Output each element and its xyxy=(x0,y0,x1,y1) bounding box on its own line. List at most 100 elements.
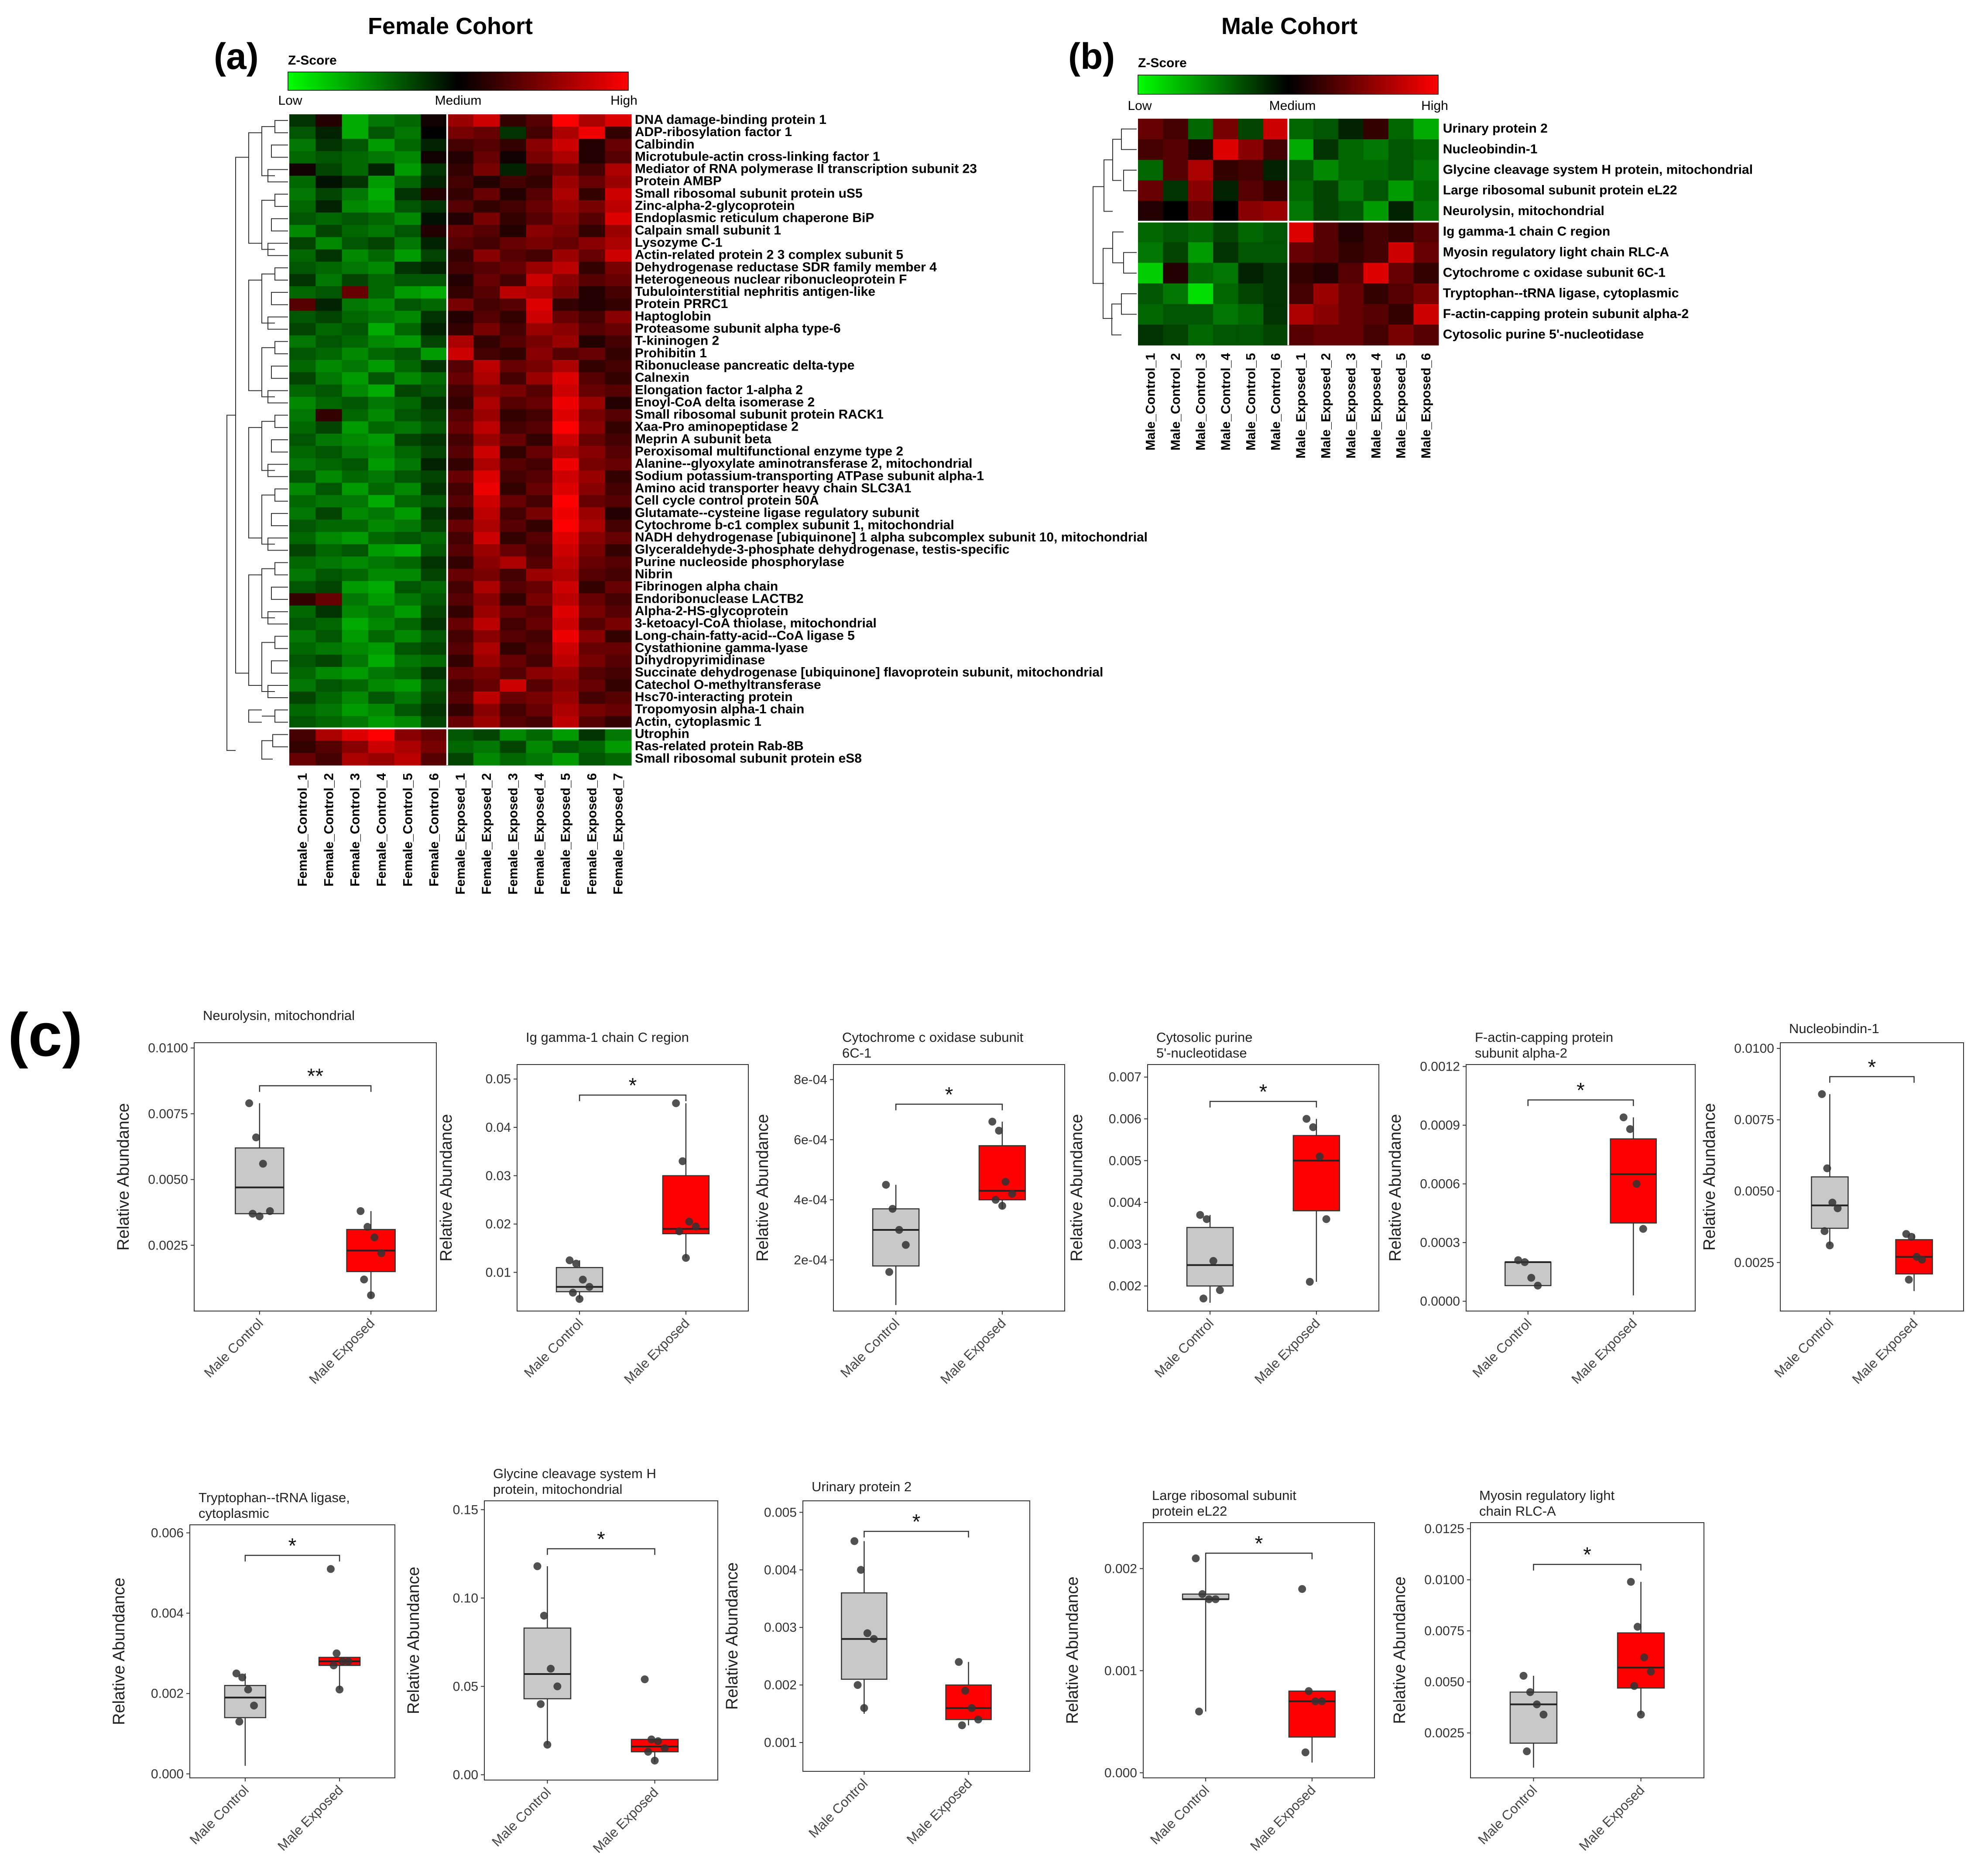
heatmap-a-cell xyxy=(368,495,395,508)
heatmap-a-row-label: Catechol O-methyltransferase xyxy=(635,678,821,692)
heatmap-a-cell xyxy=(447,519,474,532)
significance-bracket xyxy=(244,1554,340,1561)
data-point xyxy=(1523,1747,1531,1756)
heatmap-a-cell xyxy=(342,470,369,483)
heatmap-a-row-label: Zinc-alpha-2-glycoprotein xyxy=(635,199,795,213)
heatmap-b-cell xyxy=(1163,119,1189,140)
panel-a-heatmap: DNA damage-binding protein 1ADP-ribosyla… xyxy=(226,113,1148,894)
data-point xyxy=(958,1721,966,1729)
heatmap-b-cell xyxy=(1313,222,1339,243)
heatmap-a-cell xyxy=(421,372,448,385)
heatmap-a-cell xyxy=(500,667,527,680)
data-point xyxy=(553,1682,562,1691)
heatmap-a-cell xyxy=(447,151,474,164)
heatmap-a-cell xyxy=(447,200,474,213)
heatmap-a-cell xyxy=(421,151,448,164)
heatmap-a-cell xyxy=(579,188,606,201)
heatmap-a-cell xyxy=(605,753,632,766)
heatmap-a-cell xyxy=(526,311,553,324)
heatmap-a-cell xyxy=(500,151,527,164)
heatmap-a-cell xyxy=(315,532,343,544)
heatmap-a-cell xyxy=(526,151,553,164)
heatmap-a-cell xyxy=(447,483,474,496)
heatmap-b-cell xyxy=(1288,325,1314,346)
significance-label: * xyxy=(597,1528,605,1551)
heatmap-a-cell xyxy=(500,335,527,348)
data-point xyxy=(1627,1578,1635,1586)
plot-title: Nucleobindin-1 xyxy=(1789,1021,1879,1036)
heatmap-a-cell xyxy=(315,630,343,643)
heatmap-a-row-label: Xaa-Pro aminopeptidase 2 xyxy=(635,420,799,434)
heatmap-a-cell xyxy=(552,298,579,311)
heatmap-a-cell xyxy=(447,532,474,544)
heatmap-a-cell xyxy=(605,716,632,729)
data-point xyxy=(901,1241,910,1249)
heatmap-a-cell xyxy=(447,556,474,569)
heatmap-a-cell xyxy=(552,188,579,201)
data-point xyxy=(363,1223,372,1231)
heatmap-a-cell xyxy=(342,286,369,299)
heatmap-a-cell xyxy=(447,458,474,471)
heatmap-a-cell xyxy=(552,323,579,336)
heatmap-a-cell xyxy=(394,740,422,753)
heatmap-a-cell xyxy=(579,163,606,176)
heatmap-a-cell xyxy=(315,642,343,655)
heatmap-a-cell xyxy=(605,470,632,483)
heatmap-a-cell xyxy=(394,298,422,311)
y-tick-label: 0.005 xyxy=(1109,1154,1141,1168)
heatmap-a-cell xyxy=(315,728,343,741)
heatmap-a-cell xyxy=(368,618,395,630)
heatmap-b-cell xyxy=(1138,139,1163,160)
data-point xyxy=(1196,1211,1204,1219)
data-point xyxy=(579,1275,587,1284)
heatmap-a-cell xyxy=(605,740,632,753)
heatmap-a-cell xyxy=(579,114,606,127)
data-point xyxy=(1514,1256,1522,1264)
heatmap-a-cell xyxy=(368,127,395,139)
heatmap-a-cell xyxy=(421,519,448,532)
data-point xyxy=(336,1685,344,1694)
heatmap-a-cell xyxy=(368,372,395,385)
data-point xyxy=(1203,1215,1211,1223)
heatmap-a-cell xyxy=(342,225,369,238)
heatmap-a-cell xyxy=(447,261,474,274)
x-tick-label: Male Exposed xyxy=(274,1782,346,1854)
heatmap-a-cell xyxy=(315,188,343,201)
heatmap-a-row-label: Haptoglobin xyxy=(635,309,711,323)
data-point xyxy=(882,1181,890,1189)
heatmap-b-cell xyxy=(1288,263,1314,284)
heatmap-b-cell xyxy=(1313,139,1339,160)
heatmap-a-cell xyxy=(473,384,500,397)
heatmap-b-cell xyxy=(1163,139,1189,160)
heatmap-a-cell xyxy=(421,507,448,520)
heatmap-a-row-label: Peroxisomal multifunctional enzyme type … xyxy=(635,444,903,459)
heatmap-b-cell xyxy=(1313,160,1339,181)
heatmap-a-row-label: Protein PRRC1 xyxy=(635,297,728,311)
control-box xyxy=(1509,1691,1558,1744)
heatmap-b-cell xyxy=(1188,222,1213,243)
heatmap-a-cell xyxy=(368,654,395,668)
heatmap-a-cell xyxy=(500,360,527,373)
heatmap-a-cell xyxy=(552,200,579,213)
data-point xyxy=(968,1704,976,1712)
heatmap-a-cell xyxy=(552,692,579,704)
heatmap-a-cell xyxy=(500,311,527,324)
data-point xyxy=(974,1715,982,1724)
heatmap-b-cell xyxy=(1413,304,1439,325)
heatmap-a-cell xyxy=(394,175,422,188)
significance-bracket xyxy=(547,1548,655,1555)
heatmap-b-cell xyxy=(1213,139,1239,160)
heatmap-b-cell xyxy=(1413,139,1439,160)
heatmap-b-cell xyxy=(1188,263,1213,284)
data-point xyxy=(1834,1204,1842,1212)
heatmap-a-cell xyxy=(394,618,422,630)
heatmap-b-cell xyxy=(1238,119,1264,140)
heatmap-a-cell xyxy=(421,421,448,434)
data-point xyxy=(1322,1215,1330,1223)
heatmap-a-cell xyxy=(579,347,606,360)
heatmap-a-cell xyxy=(605,335,632,348)
heatmap-a-cell xyxy=(368,716,395,729)
heatmap-a-cell xyxy=(342,495,369,508)
data-point xyxy=(244,1685,252,1694)
heatmap-a-cell xyxy=(605,692,632,704)
